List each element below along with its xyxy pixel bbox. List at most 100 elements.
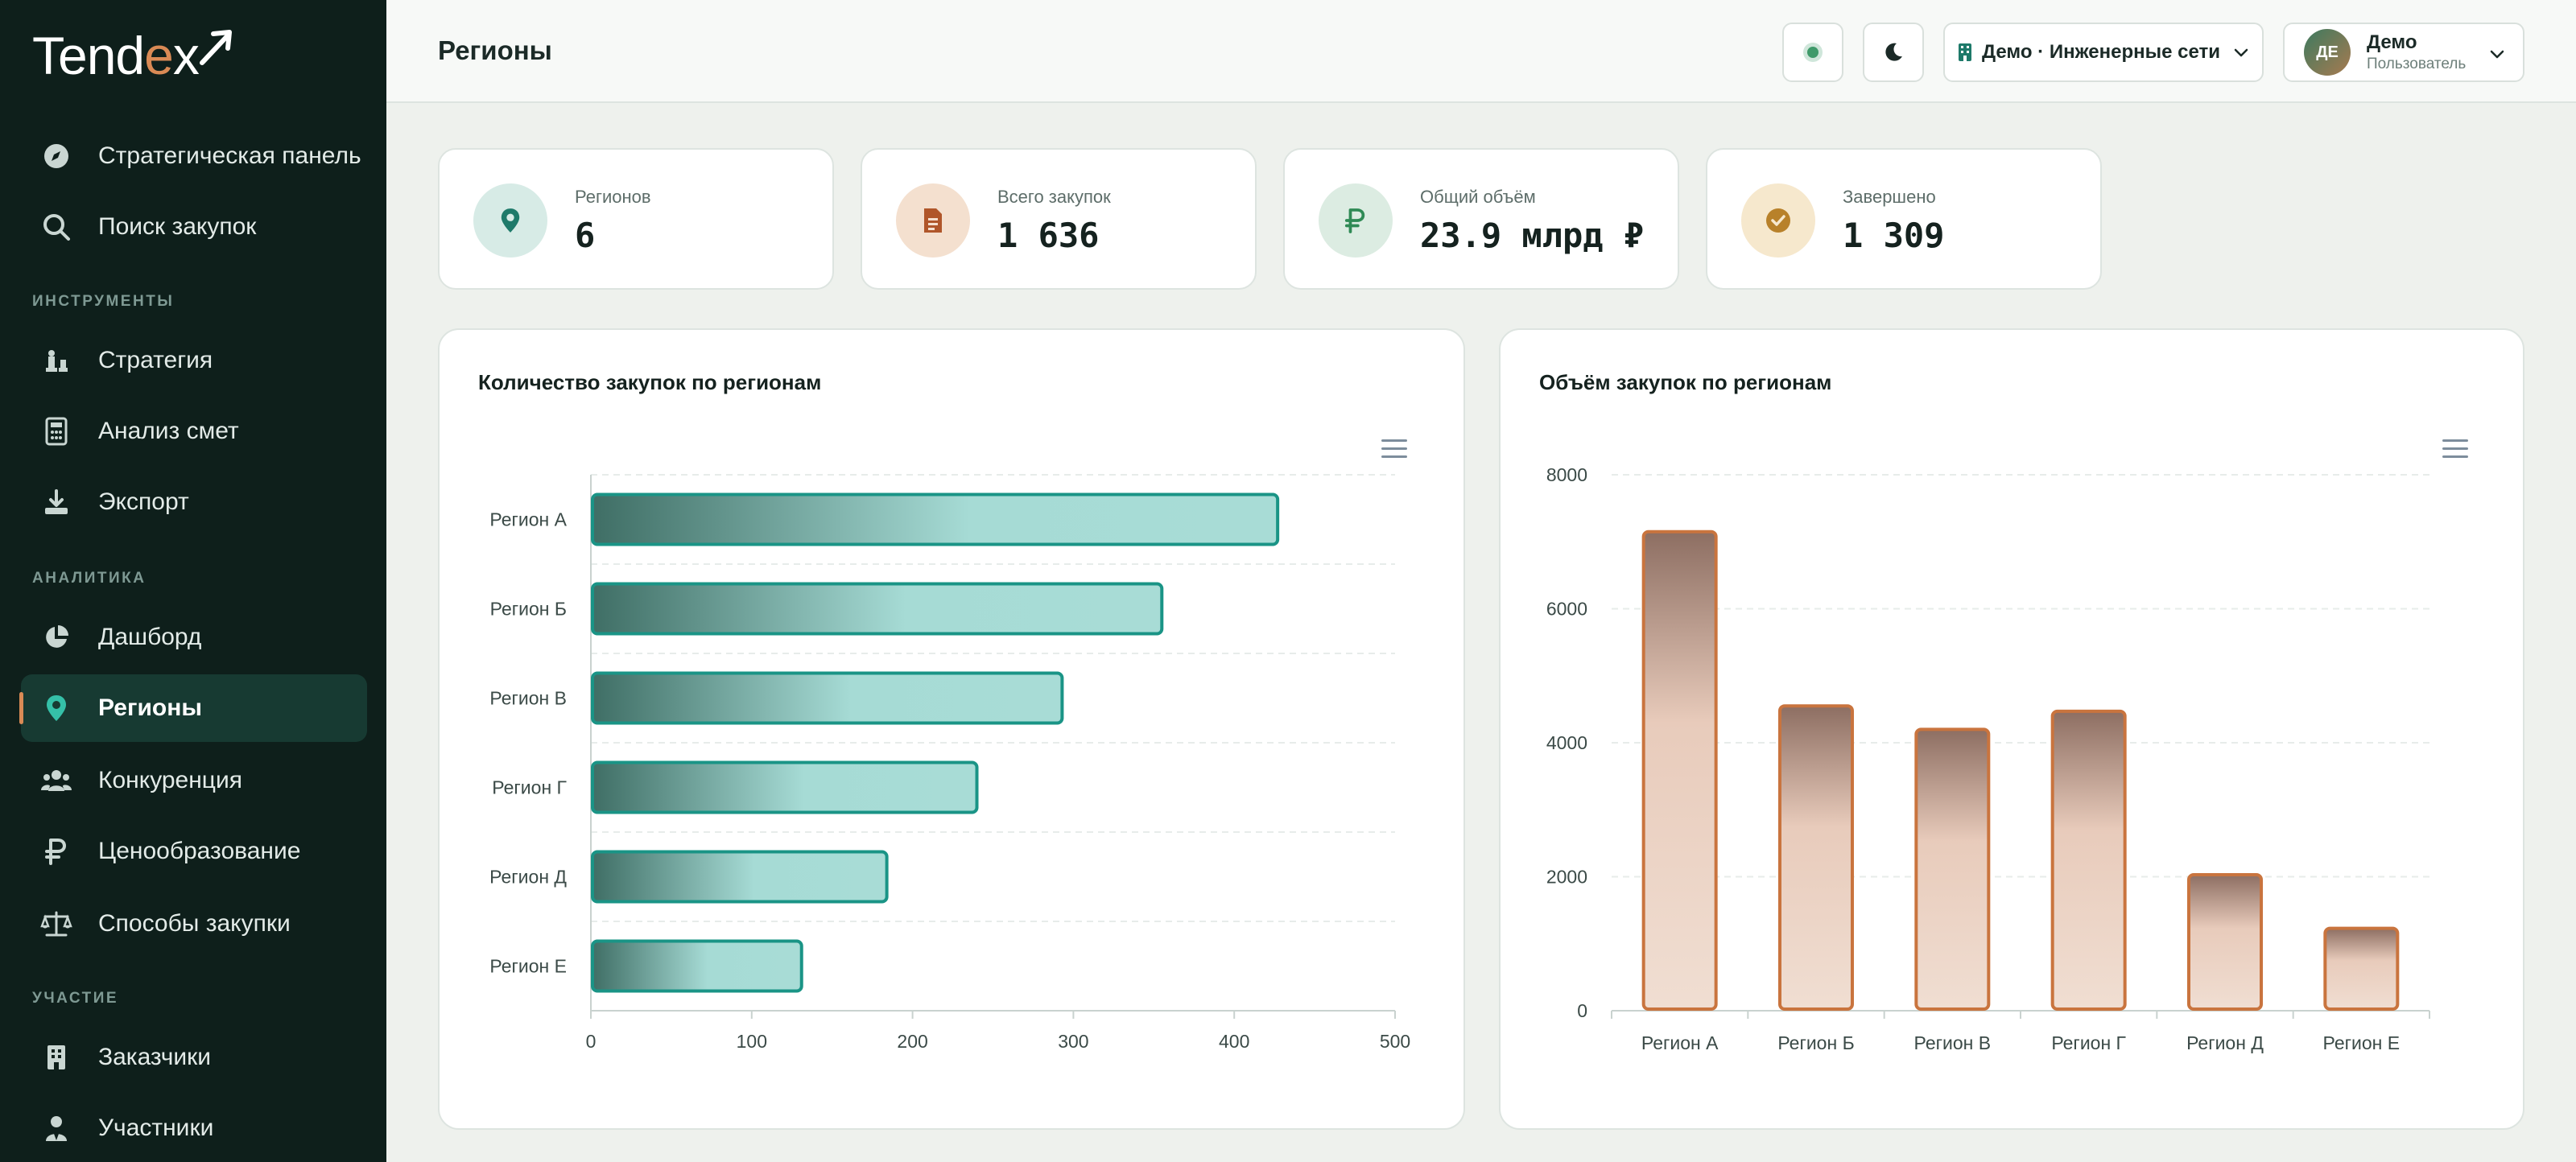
map-pin-icon bbox=[473, 183, 547, 258]
sidebar-item-dashboard[interactable]: Дашборд bbox=[21, 604, 367, 671]
category-label: Регион Е bbox=[2323, 1032, 2401, 1053]
download-icon bbox=[40, 486, 72, 518]
category-label: Регион А bbox=[1641, 1032, 1719, 1053]
category-label: Регион Г bbox=[2051, 1032, 2126, 1053]
sidebar-item-label: Поиск закупок bbox=[98, 213, 257, 240]
compass-icon bbox=[40, 140, 72, 172]
chart-menu-icon[interactable] bbox=[1381, 439, 1407, 462]
y-tick-label: 8000 bbox=[1546, 464, 1587, 485]
x-tick-label: 100 bbox=[737, 1031, 767, 1052]
x-tick-label: 0 bbox=[586, 1031, 597, 1052]
sidebar-item-export[interactable]: Экспорт bbox=[21, 468, 367, 536]
calculator-icon bbox=[40, 415, 72, 447]
sidebar-item-label: Заказчики bbox=[98, 1044, 211, 1070]
user-role: Пользователь bbox=[2367, 56, 2467, 72]
sidebar-item-strategic-panel[interactable]: Стратегическая панель bbox=[21, 122, 367, 190]
moon-icon bbox=[1885, 43, 1902, 61]
chevron-down-icon bbox=[2490, 50, 2504, 59]
stat-card-regions: Регионов 6 bbox=[438, 148, 834, 290]
y-tick-label: 0 bbox=[1577, 1000, 1587, 1021]
x-tick-label: 500 bbox=[1380, 1031, 1410, 1052]
chart-title: Объём закупок по регионам bbox=[1539, 370, 1832, 394]
bar bbox=[2323, 926, 2400, 1011]
pie-chart-icon bbox=[40, 621, 72, 653]
document-icon bbox=[896, 183, 970, 258]
top-header: Регионы Демо · Инженерные сети ДЕ Демо П… bbox=[386, 0, 2576, 103]
scales-icon bbox=[40, 908, 72, 940]
stat-value: 23.9 млрд ₽ bbox=[1420, 216, 1645, 255]
x-tick-label: 200 bbox=[897, 1031, 927, 1052]
sidebar-item-label: Дашборд bbox=[98, 624, 202, 650]
ruble-icon bbox=[1319, 183, 1393, 258]
y-tick-label: 6000 bbox=[1546, 599, 1587, 620]
sidebar-item-search[interactable]: Поиск закупок bbox=[21, 193, 367, 261]
section-title-tools: ИНСТРУМЕНТЫ bbox=[32, 293, 175, 310]
bar bbox=[591, 671, 1064, 725]
map-pin-icon bbox=[40, 692, 72, 724]
sidebar-item-strategy[interactable]: Стратегия bbox=[21, 327, 367, 394]
sidebar-item-regions[interactable]: Регионы bbox=[19, 674, 367, 742]
sidebar-item-label: Регионы bbox=[98, 694, 202, 721]
organization-selector[interactable]: Демо · Инженерные сети bbox=[1943, 23, 2264, 82]
status-toggle-button[interactable] bbox=[1782, 23, 1843, 82]
chess-icon bbox=[40, 344, 72, 377]
sidebar-item-label: Анализ смет bbox=[98, 418, 239, 444]
status-dot-icon bbox=[1803, 43, 1823, 62]
stat-label: Завершено bbox=[1843, 187, 1936, 207]
building-icon bbox=[1958, 43, 1971, 61]
avatar: ДЕ bbox=[2304, 29, 2351, 76]
bar bbox=[591, 582, 1164, 636]
search-icon bbox=[40, 211, 72, 243]
category-label: Регион Д bbox=[489, 867, 567, 888]
sidebar: Tendex Стратегическая панель Поиск закуп… bbox=[0, 0, 386, 1162]
category-label: Регион Б bbox=[1777, 1032, 1854, 1053]
building-icon bbox=[40, 1041, 72, 1073]
sidebar-item-pricing[interactable]: Ценообразование bbox=[21, 818, 367, 885]
bar bbox=[591, 760, 979, 814]
sidebar-item-label: Ценообразование bbox=[98, 838, 301, 864]
stat-card-total-procurements: Всего закупок 1 636 bbox=[861, 148, 1257, 290]
chart-title: Количество закупок по регионам bbox=[478, 370, 822, 394]
sidebar-item-customers[interactable]: Заказчики bbox=[21, 1024, 367, 1091]
check-circle-icon bbox=[1741, 183, 1815, 258]
ruble-icon bbox=[40, 835, 72, 867]
stat-label: Регионов bbox=[575, 187, 651, 207]
sidebar-item-label: Экспорт bbox=[98, 488, 189, 515]
y-tick-label: 2000 bbox=[1546, 867, 1587, 888]
chart-menu-icon[interactable] bbox=[2442, 439, 2468, 462]
category-label: Регион В bbox=[489, 688, 567, 709]
user-tie-icon bbox=[40, 1112, 72, 1144]
sidebar-item-label: Конкуренция bbox=[98, 767, 242, 793]
bar bbox=[1914, 727, 1991, 1011]
sidebar-item-label: Стратегическая панель bbox=[98, 142, 361, 169]
stat-card-completed: Завершено 1 309 bbox=[1706, 148, 2102, 290]
sidebar-item-competition[interactable]: Конкуренция bbox=[21, 747, 367, 814]
logo-arrow-icon bbox=[199, 30, 232, 65]
stat-label: Общий объём bbox=[1420, 187, 1536, 207]
y-tick-label: 4000 bbox=[1546, 732, 1587, 753]
stat-value: 1 309 bbox=[1843, 216, 1945, 255]
bar bbox=[591, 850, 889, 904]
section-title-participation: УЧАСТИЕ bbox=[32, 990, 119, 1007]
sidebar-item-label: Стратегия bbox=[98, 347, 213, 373]
category-label: Регион Б bbox=[490, 599, 567, 620]
bar bbox=[591, 939, 803, 993]
theme-toggle-button[interactable] bbox=[1863, 23, 1924, 82]
bar bbox=[1778, 704, 1854, 1011]
x-tick-label: 400 bbox=[1219, 1031, 1249, 1052]
app-logo[interactable]: Tendex bbox=[32, 26, 234, 85]
sidebar-item-label: Способы закупки bbox=[98, 910, 291, 937]
vertical-bar-chart: 0 2000 4000 6000 8000 Регион А Регион Б Регион … bbox=[1546, 464, 2430, 1053]
chevron-down-icon bbox=[2234, 48, 2248, 57]
bar bbox=[1641, 529, 1718, 1011]
bar bbox=[2050, 709, 2127, 1011]
sidebar-item-estimate-analysis[interactable]: Анализ смет bbox=[21, 398, 367, 465]
stat-label: Всего закупок bbox=[997, 187, 1111, 207]
category-label: Регион А bbox=[489, 509, 567, 530]
sidebar-item-procurement-methods[interactable]: Способы закупки bbox=[21, 890, 367, 958]
section-title-analytics: АНАЛИТИКА bbox=[32, 570, 147, 587]
sidebar-item-participants[interactable]: Участники bbox=[21, 1094, 367, 1162]
category-label: Регион Г bbox=[492, 777, 567, 798]
category-label: Регион В bbox=[1914, 1032, 1992, 1053]
user-menu[interactable]: ДЕ Демо Пользователь bbox=[2283, 23, 2524, 82]
